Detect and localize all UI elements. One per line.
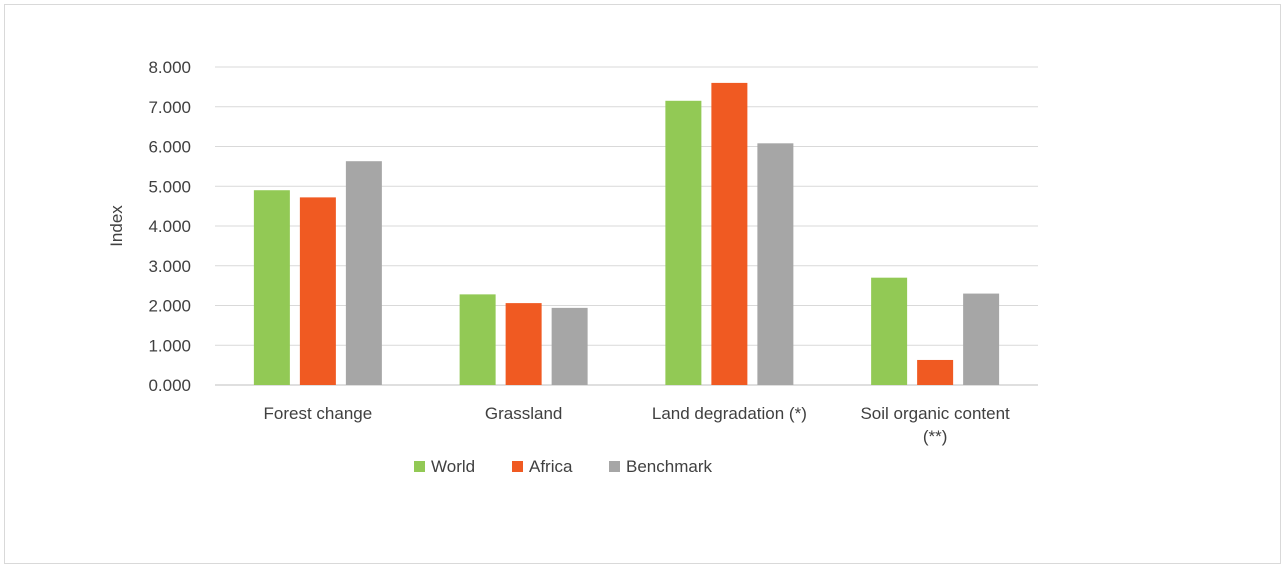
- category-label: Soil organic content: [860, 404, 1010, 423]
- y-tick-label: 4.000: [148, 217, 191, 236]
- category-label: (**): [923, 427, 948, 446]
- bar-world: [459, 294, 496, 385]
- bar-world: [253, 190, 290, 385]
- bar-benchmark: [345, 161, 382, 385]
- bar-africa: [299, 197, 336, 385]
- bar-africa: [917, 359, 954, 385]
- y-tick-label: 2.000: [148, 297, 191, 316]
- category-label: Grassland: [485, 404, 562, 423]
- category-label: Forest change: [264, 404, 373, 423]
- bar-world: [871, 277, 908, 385]
- y-tick-label: 1.000: [148, 336, 191, 355]
- legend-label-world: World: [431, 457, 475, 476]
- chart-frame: [4, 4, 1281, 564]
- legend-swatch-africa: [512, 461, 523, 472]
- y-tick-label: 5.000: [148, 177, 191, 196]
- legend-swatch-benchmark: [609, 461, 620, 472]
- bar-benchmark: [757, 143, 794, 385]
- bar-africa: [505, 303, 542, 385]
- legend-swatch-world: [414, 461, 425, 472]
- y-tick-label: 0.000: [148, 376, 191, 395]
- category-label: Land degradation (*): [652, 404, 807, 423]
- bar-benchmark: [551, 307, 588, 385]
- y-tick-label: 8.000: [148, 58, 191, 77]
- bar-benchmark: [963, 293, 1000, 385]
- y-axis-label: Index: [107, 205, 126, 247]
- bar-africa: [711, 82, 748, 386]
- bar-world: [665, 100, 702, 385]
- y-tick-label: 6.000: [148, 138, 191, 157]
- legend-label-africa: Africa: [529, 457, 573, 476]
- y-tick-label: 3.000: [148, 257, 191, 276]
- legend-label-benchmark: Benchmark: [626, 457, 712, 476]
- y-tick-label: 7.000: [148, 98, 191, 117]
- bar-chart: Index 0.000 1.000 2.000 3.000 4.000 5.000 6.00…: [107, 58, 1038, 476]
